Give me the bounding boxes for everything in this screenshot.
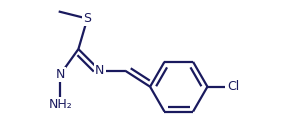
- Text: S: S: [83, 12, 91, 25]
- Text: Cl: Cl: [227, 80, 239, 93]
- Text: N: N: [56, 68, 65, 81]
- Text: N: N: [95, 64, 105, 77]
- Text: NH₂: NH₂: [49, 98, 72, 111]
